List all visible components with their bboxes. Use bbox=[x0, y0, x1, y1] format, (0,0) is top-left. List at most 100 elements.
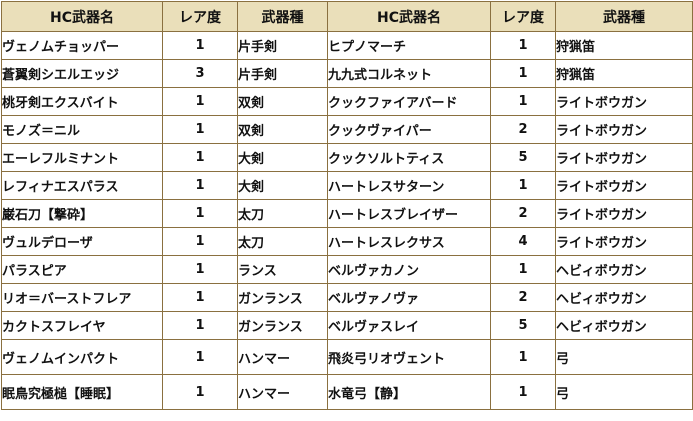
rarity-cell: 2 bbox=[490, 283, 556, 312]
weapon-name-cell: 巌石刀【撃砕】 bbox=[1, 199, 163, 228]
header-weapon-name: HC武器名 bbox=[1, 1, 163, 32]
rarity-cell: 3 bbox=[162, 59, 238, 88]
weapon-type-cell: ライトボウガン bbox=[555, 87, 693, 116]
weapon-name-cell: 桃牙剣エクスバイト bbox=[1, 87, 163, 116]
rarity-cell: 1 bbox=[162, 171, 238, 200]
weapon-name-cell: ベルヴァカノン bbox=[327, 255, 491, 284]
header-row: HC武器名 レア度 武器種 HC武器名 レア度 武器種 bbox=[1, 1, 693, 32]
rarity-cell: 2 bbox=[490, 199, 556, 228]
weapon-type-cell: ヘビィボウガン bbox=[555, 283, 693, 312]
rarity-cell: 4 bbox=[490, 227, 556, 256]
table-row: ヴュルデローザ 1 太刀 ハートレスレクサス 4 ライトボウガン bbox=[1, 227, 693, 256]
table-row: 蒼翼剣シエルエッジ 3 片手剣 九九式コルネット 1 狩猟笛 bbox=[1, 59, 693, 88]
weapon-name-cell: パラスピア bbox=[1, 255, 163, 284]
rarity-cell: 1 bbox=[490, 87, 556, 116]
header-rarity: レア度 bbox=[162, 1, 238, 32]
weapon-name-cell: ハートレスレクサス bbox=[327, 227, 491, 256]
rarity-cell: 1 bbox=[162, 255, 238, 284]
table-row: ヴェノムチョッパー 1 片手剣 ヒプノマーチ 1 狩猟笛 bbox=[1, 31, 693, 60]
weapon-type-cell: ライトボウガン bbox=[555, 115, 693, 144]
header-weapon-name: HC武器名 bbox=[327, 1, 491, 32]
weapon-name-cell: ハートレスブレイザー bbox=[327, 199, 491, 228]
weapon-name-cell: 水竜弓【静】 bbox=[327, 374, 491, 410]
table-row: リオ＝バーストフレア 1 ガンランス ベルヴァノヴァ 2 ヘビィボウガン bbox=[1, 283, 693, 312]
weapon-name-cell: 蒼翼剣シエルエッジ bbox=[1, 59, 163, 88]
weapons-table: HC武器名 レア度 武器種 HC武器名 レア度 武器種 ヴェノムチョッパー 1 … bbox=[1, 1, 693, 410]
weapon-type-cell: ハンマー bbox=[237, 339, 328, 375]
weapon-type-cell: 狩猟笛 bbox=[555, 31, 693, 60]
weapon-type-cell: 双剣 bbox=[237, 115, 328, 144]
rarity-cell: 1 bbox=[162, 283, 238, 312]
rarity-cell: 1 bbox=[490, 339, 556, 375]
weapon-name-cell: ヒプノマーチ bbox=[327, 31, 491, 60]
weapon-type-cell: ライトボウガン bbox=[555, 171, 693, 200]
weapon-name-cell: ハートレスサターン bbox=[327, 171, 491, 200]
weapon-name-cell: ヴュルデローザ bbox=[1, 227, 163, 256]
rarity-cell: 1 bbox=[162, 227, 238, 256]
weapon-name-cell: ベルヴァノヴァ bbox=[327, 283, 491, 312]
rarity-cell: 1 bbox=[162, 339, 238, 375]
weapon-name-cell: モノズ＝ニル bbox=[1, 115, 163, 144]
weapon-type-cell: 片手剣 bbox=[237, 59, 328, 88]
rarity-cell: 5 bbox=[490, 143, 556, 172]
weapon-name-cell: クックヴァイパー bbox=[327, 115, 491, 144]
table-body: ヴェノムチョッパー 1 片手剣 ヒプノマーチ 1 狩猟笛 蒼翼剣シエルエッジ 3… bbox=[1, 31, 693, 410]
rarity-cell: 1 bbox=[490, 31, 556, 60]
weapon-type-cell: ガンランス bbox=[237, 283, 328, 312]
rarity-cell: 1 bbox=[162, 115, 238, 144]
rarity-cell: 1 bbox=[162, 311, 238, 340]
table-row: 桃牙剣エクスバイト 1 双剣 クックファイアバード 1 ライトボウガン bbox=[1, 87, 693, 116]
weapon-type-cell: 双剣 bbox=[237, 87, 328, 116]
rarity-cell: 1 bbox=[490, 59, 556, 88]
rarity-cell: 5 bbox=[490, 311, 556, 340]
weapon-type-cell: 太刀 bbox=[237, 227, 328, 256]
table-row: モノズ＝ニル 1 双剣 クックヴァイパー 2 ライトボウガン bbox=[1, 115, 693, 144]
weapon-type-cell: ライトボウガン bbox=[555, 199, 693, 228]
table-row: ヴェノムインパクト 1 ハンマー 飛炎弓リオヴェント 1 弓 bbox=[1, 339, 693, 375]
weapon-type-cell: ヘビィボウガン bbox=[555, 255, 693, 284]
header-weapon-type: 武器種 bbox=[555, 1, 693, 32]
weapon-type-cell: ガンランス bbox=[237, 311, 328, 340]
weapon-name-cell: 九九式コルネット bbox=[327, 59, 491, 88]
rarity-cell: 1 bbox=[162, 31, 238, 60]
weapon-name-cell: 眠鳥究極槌【睡眠】 bbox=[1, 374, 163, 410]
table-row: カクトスフレイヤ 1 ガンランス ベルヴァスレイ 5 ヘビィボウガン bbox=[1, 311, 693, 340]
weapon-name-cell: ベルヴァスレイ bbox=[327, 311, 491, 340]
rarity-cell: 1 bbox=[490, 171, 556, 200]
rarity-cell: 1 bbox=[162, 374, 238, 410]
table-row: パラスピア 1 ランス ベルヴァカノン 1 ヘビィボウガン bbox=[1, 255, 693, 284]
rarity-cell: 1 bbox=[490, 255, 556, 284]
weapon-type-cell: ライトボウガン bbox=[555, 227, 693, 256]
rarity-cell: 1 bbox=[162, 199, 238, 228]
rarity-cell: 1 bbox=[490, 374, 556, 410]
weapon-type-cell: ライトボウガン bbox=[555, 143, 693, 172]
weapon-type-cell: ハンマー bbox=[237, 374, 328, 410]
weapon-name-cell: エーレフルミナント bbox=[1, 143, 163, 172]
weapon-type-cell: 大剣 bbox=[237, 171, 328, 200]
weapon-type-cell: 太刀 bbox=[237, 199, 328, 228]
table-row: エーレフルミナント 1 大剣 クックソルトティス 5 ライトボウガン bbox=[1, 143, 693, 172]
header-weapon-type: 武器種 bbox=[237, 1, 328, 32]
weapon-type-cell: ランス bbox=[237, 255, 328, 284]
rarity-cell: 1 bbox=[162, 87, 238, 116]
weapon-type-cell: ヘビィボウガン bbox=[555, 311, 693, 340]
header-rarity: レア度 bbox=[490, 1, 556, 32]
weapon-name-cell: クックソルトティス bbox=[327, 143, 491, 172]
table-row: 眠鳥究極槌【睡眠】 1 ハンマー 水竜弓【静】 1 弓 bbox=[1, 374, 693, 410]
rarity-cell: 1 bbox=[162, 143, 238, 172]
weapon-type-cell: 狩猟笛 bbox=[555, 59, 693, 88]
weapon-name-cell: リオ＝バーストフレア bbox=[1, 283, 163, 312]
weapon-type-cell: 弓 bbox=[555, 374, 693, 410]
weapon-type-cell: 片手剣 bbox=[237, 31, 328, 60]
weapon-name-cell: ヴェノムインパクト bbox=[1, 339, 163, 375]
weapon-name-cell: カクトスフレイヤ bbox=[1, 311, 163, 340]
rarity-cell: 2 bbox=[490, 115, 556, 144]
weapon-name-cell: レフィナエスパラス bbox=[1, 171, 163, 200]
weapon-name-cell: 飛炎弓リオヴェント bbox=[327, 339, 491, 375]
weapon-name-cell: ヴェノムチョッパー bbox=[1, 31, 163, 60]
weapon-name-cell: クックファイアバード bbox=[327, 87, 491, 116]
table-row: 巌石刀【撃砕】 1 太刀 ハートレスブレイザー 2 ライトボウガン bbox=[1, 199, 693, 228]
weapon-type-cell: 大剣 bbox=[237, 143, 328, 172]
table-row: レフィナエスパラス 1 大剣 ハートレスサターン 1 ライトボウガン bbox=[1, 171, 693, 200]
weapon-type-cell: 弓 bbox=[555, 339, 693, 375]
